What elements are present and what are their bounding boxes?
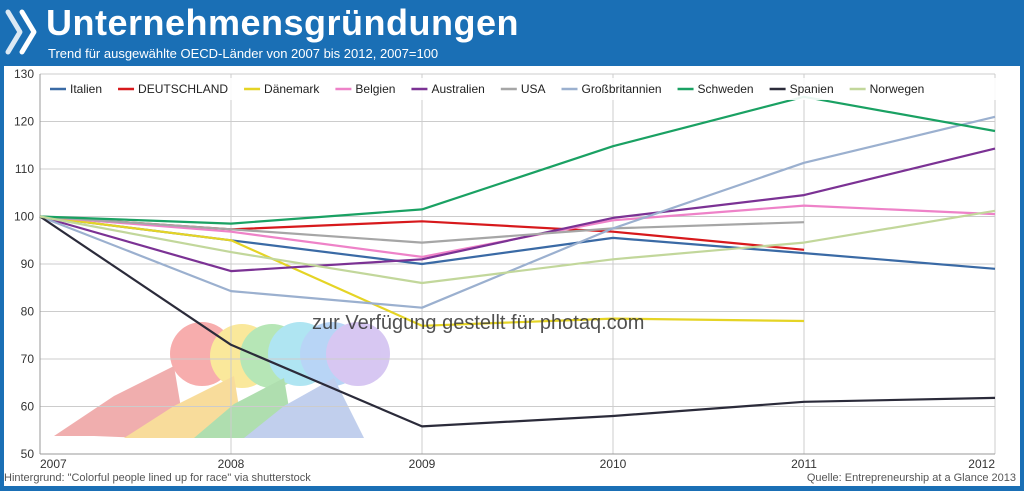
y-tick-label: 80 [21, 305, 35, 319]
page-subtitle: Trend für ausgewählte OECD-Länder von 20… [48, 46, 439, 61]
x-tick-label: 2012 [968, 457, 995, 471]
legend-label: Großbritannien [582, 82, 662, 96]
x-tick-label: 2010 [600, 457, 627, 471]
chart-panel: 50 60 70 80 90 100 110 120 130 2007 2008 2009 2010 2… [4, 66, 1020, 486]
y-tick-label: 120 [14, 115, 34, 129]
y-tick-label: 60 [21, 400, 35, 414]
series-line-9 [39, 209, 996, 285]
legend-label: USA [521, 82, 546, 96]
x-axis: 2007 2008 2009 2010 2011 2012 [40, 453, 995, 471]
background-credit: Hintergrund: "Colorful people lined up f… [4, 472, 311, 484]
series-line-3 [39, 204, 996, 258]
y-tick-label: 50 [21, 447, 35, 461]
series-lines [39, 95, 996, 428]
legend-label: DEUTSCHLAND [138, 82, 228, 96]
series-line-5 [39, 215, 805, 244]
oecd-logo-icon [5, 9, 37, 55]
watermark: zur Verfügung gestellt für photaq.com [312, 312, 645, 334]
series-line-2 [39, 215, 805, 327]
legend-background [46, 78, 996, 100]
y-tick-label: 110 [15, 162, 34, 176]
source-note: Quelle: Entrepreneurship at a Glance 201… [806, 472, 1016, 484]
x-tick-label: 2007 [40, 457, 67, 471]
y-tick-label: 130 [14, 67, 34, 81]
legend-label: Spanien [790, 82, 834, 96]
legend: Italien DEUTSCHLAND Dänemark Belgien Austral… [46, 78, 996, 100]
series-line-8 [39, 215, 996, 428]
legend-label: Italien [70, 82, 102, 96]
x-tick-label: 2008 [218, 457, 245, 471]
legend-label: Dänemark [264, 82, 320, 96]
y-tick-label: 90 [21, 257, 35, 271]
series-line-7 [39, 95, 996, 225]
grid-lines [39, 73, 996, 455]
header: Unternehmensgründungen Trend für ausgewä… [0, 0, 1024, 64]
series-line-6 [39, 115, 996, 309]
x-tick-label: 2009 [409, 457, 436, 471]
legend-label: Norwegen [870, 82, 925, 96]
y-tick-label: 70 [21, 352, 35, 366]
legend-label: Belgien [355, 82, 395, 96]
y-axis: 50 60 70 80 90 100 110 120 130 [14, 67, 41, 461]
legend-label: Australien [431, 82, 484, 96]
x-tick-label: 2011 [791, 457, 817, 471]
page-title: Unternehmensgründungen [46, 2, 520, 43]
decorative-runners-illustration [54, 322, 390, 438]
y-tick-label: 100 [14, 210, 34, 224]
series-line-4 [39, 147, 996, 273]
legend-label: Schweden [698, 82, 754, 96]
